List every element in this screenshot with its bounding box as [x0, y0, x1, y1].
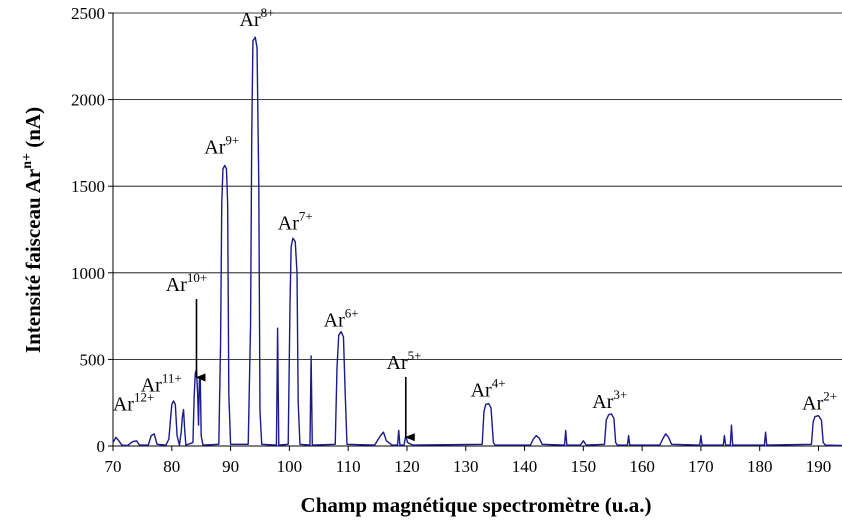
y-tick-labels: 0 500 1000 1500 2000 2500	[71, 4, 105, 456]
peak-label: Ar8+	[240, 5, 275, 31]
x-tick-label: 160	[629, 457, 655, 476]
y-tick-label: 2000	[71, 91, 105, 110]
y-tick-label: 0	[97, 437, 106, 456]
gridlines	[113, 12, 842, 360]
x-tick-label: 80	[163, 457, 180, 476]
x-axis-title: Champ magnétique spectromètre (u.a.)	[301, 493, 652, 517]
spectrum-line	[112, 36, 842, 447]
peak-label: Ar2+	[802, 389, 837, 415]
x-tick-label: 180	[747, 457, 773, 476]
x-tick-labels: 70 80 90 100 110 120 130 140 150 160 170 180 190	[105, 457, 832, 476]
y-tick-label: 2500	[71, 4, 105, 23]
x-tick-label: 130	[453, 457, 479, 476]
peak-annotations: Ar12+Ar11+ Ar10+ Ar9+ Ar8+ Ar7+ Ar6+ Ar5+ Ar4+ A…	[113, 5, 837, 442]
x-tick-label: 150	[571, 457, 597, 476]
peak-label: Ar7+	[278, 209, 313, 235]
x-tick-label: 70	[105, 457, 122, 476]
axes	[108, 12, 842, 451]
peak-label: Ar6+	[324, 305, 359, 331]
y-tick-label: 1500	[71, 177, 105, 196]
x-tick-label: 140	[512, 457, 538, 476]
peak-label: Ar9+	[204, 132, 239, 158]
peak-label: Ar3+	[592, 387, 627, 413]
peak-label: Ar11+	[141, 370, 182, 396]
peak-label: Ar12+	[113, 389, 154, 415]
series-layer	[112, 36, 842, 447]
x-tick-label: 100	[277, 457, 303, 476]
x-tick-label: 110	[336, 457, 361, 476]
x-tick-label: 170	[688, 457, 714, 476]
y-tick-label: 1000	[71, 264, 105, 283]
y-axis-title: Intensité faisceau Arn+ (nA)	[20, 107, 45, 353]
peak-label: Ar4+	[471, 376, 506, 402]
x-tick-label: 190	[806, 457, 832, 476]
x-tick-label: 90	[222, 457, 239, 476]
x-tick-label: 120	[394, 457, 420, 476]
peak-label: Ar10+	[166, 270, 207, 296]
y-tick-label: 500	[80, 350, 106, 369]
peak-label: Ar5+	[387, 348, 422, 374]
